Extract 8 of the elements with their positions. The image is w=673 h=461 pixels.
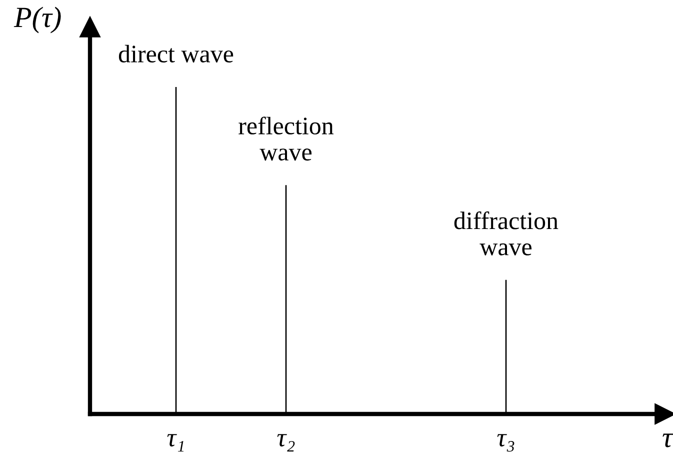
x-axis-title: τ — [662, 434, 673, 448]
x-tick-label: τ₁ — [167, 434, 184, 452]
annotation: direct wave — [118, 44, 234, 62]
x-tick-label: τ₃ — [497, 434, 514, 452]
y-axis-title: P(τ) — [14, 6, 61, 34]
x-tick-label: τ₂ — [277, 434, 295, 452]
annotation: diffraction wave — [454, 211, 558, 256]
annotation: reflection wave — [238, 116, 334, 161]
